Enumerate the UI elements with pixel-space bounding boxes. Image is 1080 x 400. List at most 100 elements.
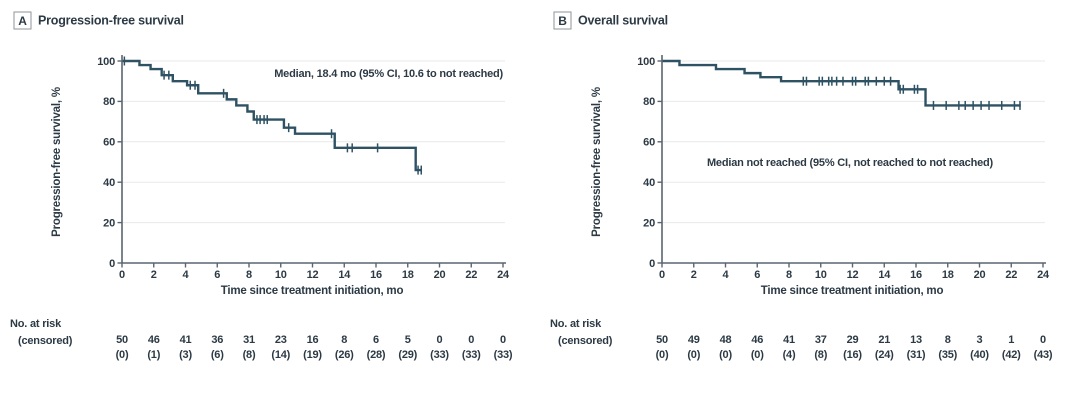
at-risk-count: 0 — [1040, 334, 1046, 346]
median-annotation: Median, 18.4 mo (95% CI, 10.6 to not rea… — [274, 68, 503, 80]
x-tick-label: 10 — [815, 269, 827, 281]
x-tick-label: 0 — [659, 269, 665, 281]
y-tick-label: 60 — [643, 137, 655, 149]
x-tick-label: 12 — [847, 269, 859, 281]
x-tick-label: 22 — [1005, 269, 1017, 281]
x-tick-label: 4 — [723, 269, 730, 281]
x-tick-label: 20 — [974, 269, 986, 281]
censored-count: (33) — [494, 349, 513, 361]
x-tick-label: 6 — [754, 269, 760, 281]
at-risk-count: 46 — [751, 334, 763, 346]
censored-count: (42) — [1002, 349, 1021, 361]
at-risk-count: 1 — [1008, 334, 1014, 346]
censored-count: (24) — [875, 349, 894, 361]
at-risk-count: 5 — [405, 334, 411, 346]
x-tick-label: 8 — [786, 269, 792, 281]
panel-letter-box — [13, 11, 32, 30]
censored-count: (0) — [719, 349, 732, 361]
censored-count: (26) — [335, 349, 354, 361]
y-tick-label: 80 — [643, 96, 655, 108]
at-risk-count: 41 — [180, 334, 192, 346]
censored-count: (33) — [462, 349, 481, 361]
survival-curve — [122, 59, 423, 172]
x-tick-label: 18 — [402, 269, 414, 281]
y-tick-label: 20 — [103, 217, 115, 229]
at-risk-header: No. at risk — [550, 318, 602, 330]
at-risk-count: 46 — [148, 334, 160, 346]
at-risk-count: 50 — [656, 334, 668, 346]
censored-count: (31) — [907, 349, 926, 361]
survival-curve — [662, 59, 1021, 107]
censored-count: (8) — [243, 349, 256, 361]
censored-count: (43) — [1034, 349, 1053, 361]
at-risk-count: 8 — [341, 334, 347, 346]
y-tick-label: 0 — [649, 258, 655, 270]
x-tick-label: 14 — [338, 269, 351, 281]
x-axis-label: Time since treatment initiation, mo — [221, 285, 404, 297]
panel-overall-survival: B Overall survival Progression-free surv… — [540, 0, 1080, 400]
censored-count: (0) — [656, 349, 669, 361]
x-tick-label: 6 — [214, 269, 220, 281]
at-risk-count: 0 — [500, 334, 506, 346]
y-axis-label: Progression-free survival, % — [51, 87, 63, 237]
censored-count: (0) — [751, 349, 764, 361]
at-risk-count: 31 — [243, 334, 255, 346]
y-tick-label: 80 — [103, 96, 115, 108]
km-chart-os: B Overall survival Progression-free surv… — [550, 11, 1053, 361]
at-risk-count: 0 — [468, 334, 474, 346]
panel-letter: B — [558, 14, 567, 28]
censored-count: (1) — [147, 349, 160, 361]
at-risk-count: 21 — [878, 334, 890, 346]
censored-count: (40) — [970, 349, 989, 361]
censored-count: (6) — [211, 349, 224, 361]
censored-count: (8) — [814, 349, 827, 361]
y-axis-label: Progression-free survival, % — [591, 87, 603, 237]
at-risk-count: 49 — [688, 334, 700, 346]
at-risk-count: 48 — [720, 334, 732, 346]
censored-header: (censored) — [18, 335, 73, 347]
x-tick-label: 8 — [246, 269, 252, 281]
censored-count: (19) — [303, 349, 322, 361]
at-risk-count: 0 — [437, 334, 443, 346]
y-tick-label: 0 — [109, 258, 115, 270]
x-tick-label: 22 — [465, 269, 477, 281]
km-chart-pfs: A Progression-free survival Progression-… — [10, 11, 513, 361]
median-annotation: Median not reached (95% CI, not reached … — [707, 157, 994, 169]
censored-count: (4) — [783, 349, 796, 361]
at-risk-count: 29 — [847, 334, 859, 346]
panel-header-b: B Overall survival — [553, 11, 668, 30]
x-tick-label: 24 — [497, 269, 510, 281]
y-tick-label: 40 — [643, 177, 655, 189]
at-risk-count: 3 — [977, 334, 983, 346]
x-tick-label: 10 — [275, 269, 287, 281]
x-tick-label: 20 — [434, 269, 446, 281]
censored-header: (censored) — [558, 335, 613, 347]
panel-letter-box — [553, 11, 572, 30]
x-tick-label: 14 — [878, 269, 891, 281]
y-tick-label: 100 — [97, 56, 115, 68]
x-axis-label: Time since treatment initiation, mo — [761, 285, 944, 297]
x-tick-label: 0 — [119, 269, 125, 281]
panel-progression-free-survival: A Progression-free survival Progression-… — [10, 11, 513, 361]
panel-letter: A — [18, 14, 27, 28]
x-tick-label: 2 — [151, 269, 157, 281]
at-risk-count: 37 — [815, 334, 827, 346]
x-tick-label: 16 — [910, 269, 922, 281]
y-tick-label: 100 — [637, 56, 655, 68]
at-risk-header: No. at risk — [10, 318, 62, 330]
at-risk-count: 41 — [783, 334, 795, 346]
censored-count: (28) — [367, 349, 386, 361]
y-tick-label: 40 — [103, 177, 115, 189]
panel-title: Progression-free survival — [38, 14, 184, 28]
censored-count: (0) — [116, 349, 129, 361]
x-tick-label: 4 — [183, 269, 190, 281]
panel-header-a: A Progression-free survival — [13, 11, 184, 30]
at-risk-count: 13 — [910, 334, 922, 346]
x-tick-label: 24 — [1037, 269, 1050, 281]
censored-count: (35) — [938, 349, 957, 361]
censored-count: (14) — [271, 349, 290, 361]
x-tick-label: 2 — [691, 269, 697, 281]
censored-count: (29) — [398, 349, 417, 361]
